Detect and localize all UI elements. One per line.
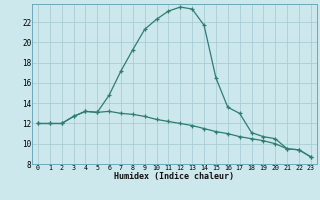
X-axis label: Humidex (Indice chaleur): Humidex (Indice chaleur) — [115, 172, 234, 181]
